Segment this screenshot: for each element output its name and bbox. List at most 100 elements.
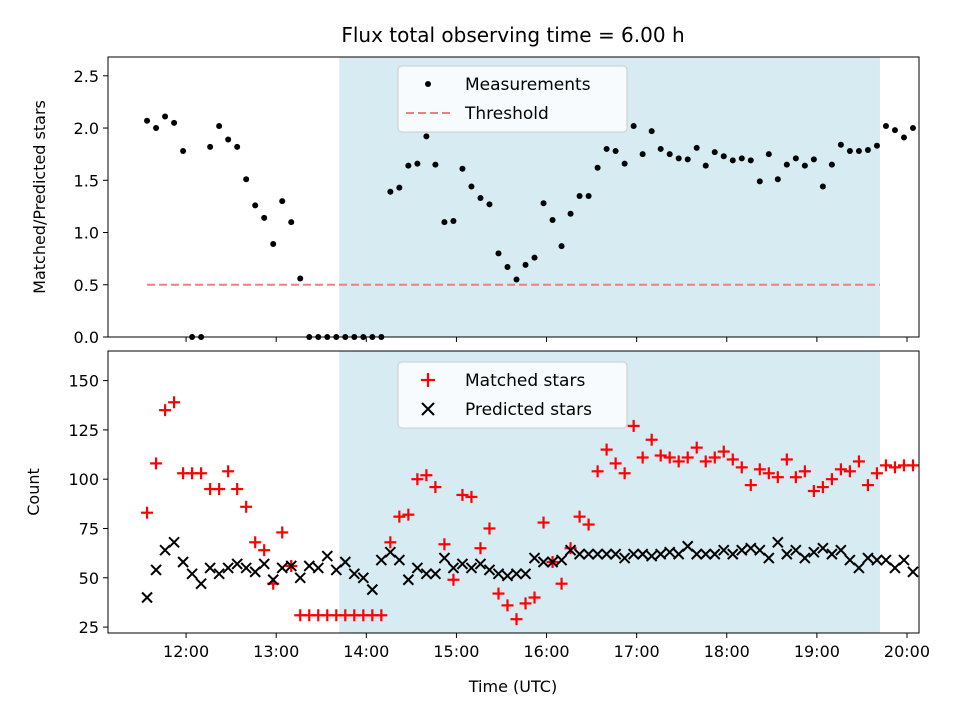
measurement-point: [711, 149, 718, 156]
predicted-marker-b: [276, 562, 288, 574]
count-markers: [141, 396, 919, 626]
predicted-star-marker: [573, 548, 586, 560]
predicted-marker-b: [519, 568, 532, 580]
predicted-marker-b: [835, 544, 847, 556]
matched-star-marker: [591, 465, 604, 478]
matched-star-marker: [609, 457, 622, 470]
measurement-point: [900, 134, 907, 141]
predicted-marker-b: [555, 554, 568, 566]
measurement-point: [171, 119, 178, 126]
predicted-star-marker: [582, 548, 595, 560]
predicted-star-marker: [240, 562, 252, 574]
predicted-star-marker: [294, 572, 306, 584]
predicted-marker-b: [889, 562, 901, 574]
predicted-marker-b: [186, 568, 198, 580]
measurement-point: [792, 155, 799, 162]
predicted-marker-b: [682, 540, 694, 552]
predicted-star-marker: [231, 558, 243, 570]
measurement-point: [819, 183, 826, 190]
measurement-point: [450, 218, 457, 225]
matched-star-marker: [231, 483, 244, 496]
predicted-marker-b: [330, 564, 342, 576]
predicted-star-marker: [682, 540, 694, 552]
predicted-marker-b: [627, 548, 640, 560]
predicted-marker-b: [231, 558, 243, 570]
predicted-marker-b: [853, 562, 865, 574]
predicted-marker-b: [718, 544, 730, 556]
measurement-point: [216, 122, 223, 129]
measurement-point: [783, 161, 790, 168]
predicted-marker-b: [546, 556, 559, 568]
predicted-star-marker: [249, 566, 261, 578]
measurement-point: [810, 156, 817, 163]
predicted-star-marker: [483, 564, 496, 576]
predicted-star-marker: [474, 558, 487, 570]
predicted-marker-b: [907, 566, 919, 578]
predicted-marker-b: [618, 552, 631, 564]
matched-star-marker: [159, 404, 172, 417]
predicted-star-marker: [402, 574, 415, 586]
predicted-star-marker: [537, 556, 550, 568]
measurement-point: [675, 155, 682, 162]
predicted-marker-b: [447, 562, 460, 574]
measurement-point: [144, 117, 151, 124]
matched-star-marker: [474, 542, 487, 555]
matched-star-marker: [213, 483, 226, 496]
measurement-point: [747, 157, 754, 164]
predicted-star-marker: [736, 544, 748, 556]
measurement-point: [603, 145, 610, 152]
predicted-star-marker: [862, 552, 874, 564]
predicted-marker-b: [303, 560, 315, 572]
predicted-star-marker: [510, 568, 523, 580]
predicted-star-marker: [844, 554, 856, 566]
matched-star-marker: [600, 443, 613, 456]
predicted-star-marker: [528, 552, 541, 564]
predicted-marker-b: [537, 556, 550, 568]
predicted-marker-b: [672, 548, 685, 560]
measurement-point: [522, 261, 529, 268]
predicted-star-marker: [186, 568, 198, 580]
matched-star-marker: [573, 510, 586, 523]
x-tick-label: 14:00: [343, 642, 389, 661]
predicted-star-marker: [718, 544, 730, 556]
predicted-marker-b: [159, 544, 171, 556]
predicted-marker-b: [691, 548, 703, 560]
predicted-marker-b: [564, 544, 577, 556]
predicted-star-marker: [366, 583, 379, 596]
predicted-star-marker: [321, 550, 333, 562]
measurement-point: [414, 160, 421, 167]
predicted-star-marker: [772, 536, 784, 548]
legend-measurement-marker: [425, 81, 431, 87]
predicted-marker-b: [790, 544, 802, 556]
measurement-point: [252, 202, 259, 209]
count-panel: 25 50 75 100 125 150 12:00 13:00 14:00 15:00 16:00…: [24, 350, 930, 696]
predicted-star-marker: [222, 562, 234, 574]
predicted-star-marker: [799, 552, 811, 564]
predicted-marker-b: [654, 548, 667, 560]
matched-star-marker: [564, 542, 577, 555]
predicted-marker-b: [501, 570, 514, 582]
ratio-axes-frame: [107, 56, 920, 338]
measurement-point: [576, 192, 583, 199]
y-tick-label: 0.0: [74, 328, 99, 347]
legend-predicted-label: Predicted stars: [465, 400, 592, 420]
measurement-point: [594, 164, 601, 171]
predicted-star-marker: [835, 544, 847, 556]
predicted-star-marker: [555, 554, 568, 566]
predicted-star-marker: [618, 552, 631, 564]
matched-star-marker: [582, 518, 595, 531]
legend-matched-label: Matched stars: [465, 371, 585, 391]
measurement-point: [756, 178, 763, 185]
predicted-marker-b: [700, 548, 712, 560]
predicted-star-marker: [375, 554, 388, 566]
predicted-star-marker: [853, 562, 865, 574]
predicted-marker-b: [645, 550, 658, 562]
predicted-marker-b: [474, 558, 487, 570]
matched-star-marker: [870, 467, 883, 480]
predicted-star-marker: [781, 548, 793, 560]
matched-star-marker: [816, 481, 829, 494]
predicted-marker-b: [258, 558, 270, 570]
predicted-star-marker: [330, 564, 342, 576]
measurement-point: [639, 151, 646, 158]
